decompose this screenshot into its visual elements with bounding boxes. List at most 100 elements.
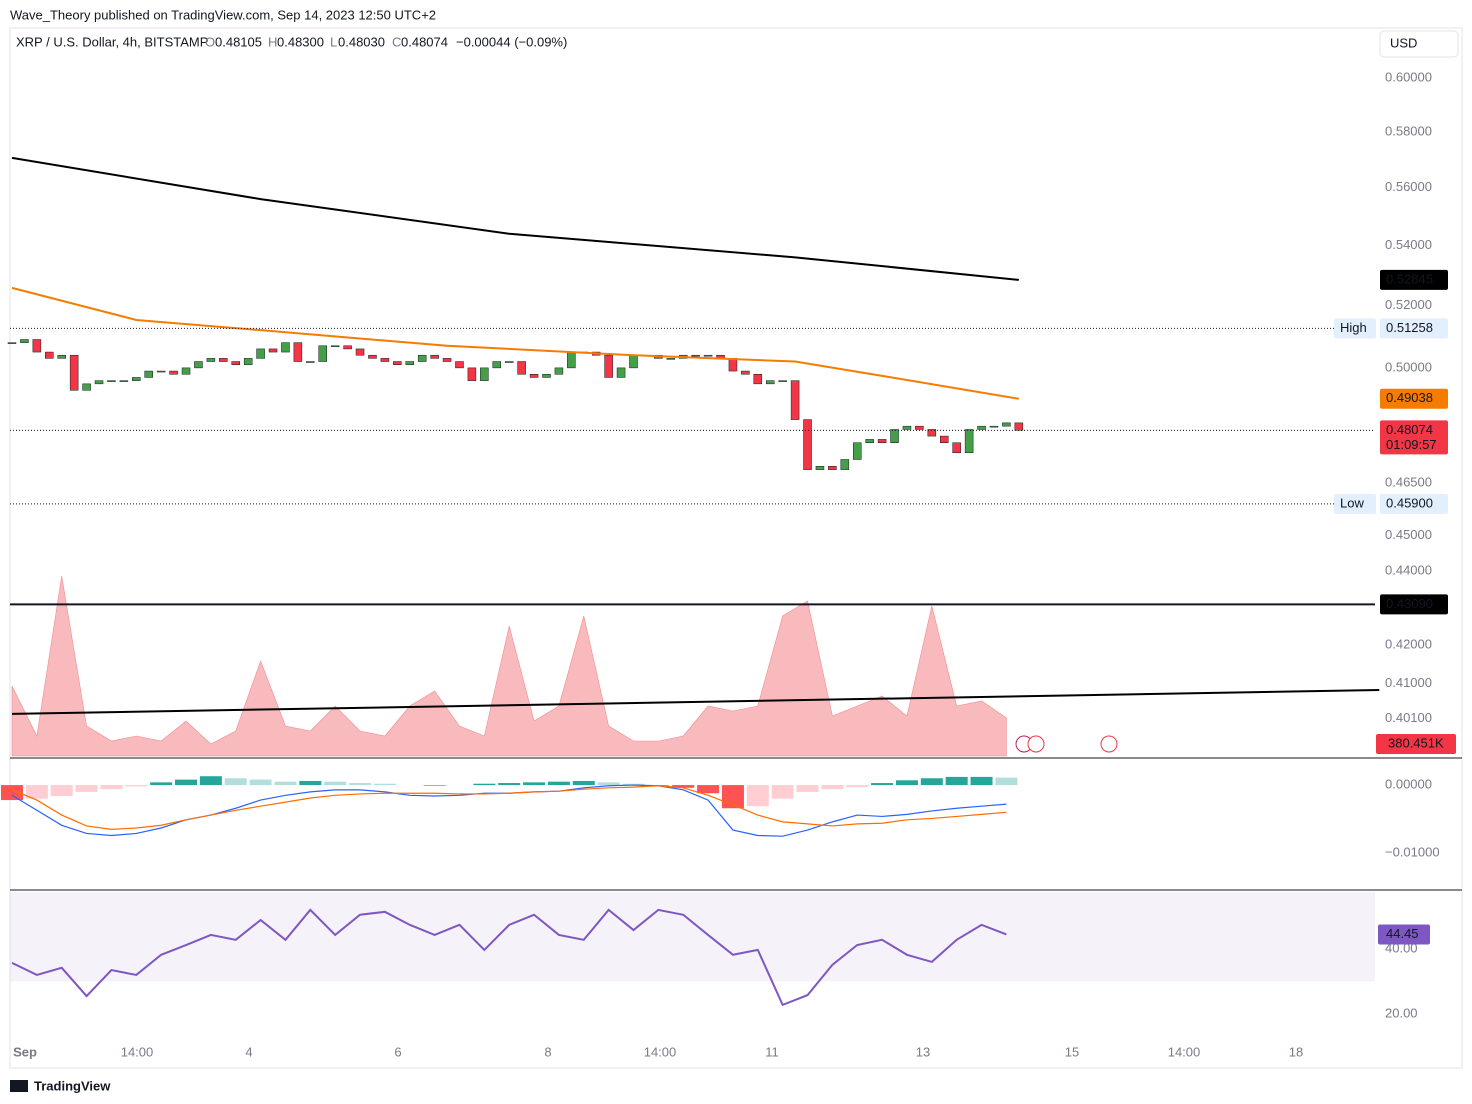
candle bbox=[119, 380, 129, 382]
macd-histogram bbox=[125, 785, 148, 787]
candle bbox=[728, 358, 738, 372]
macd-histogram bbox=[100, 785, 123, 790]
candle bbox=[380, 358, 390, 362]
price-timer: 01:09:57 bbox=[1386, 437, 1437, 452]
macd-histogram bbox=[821, 785, 844, 790]
rsi-badge-label: 44.45 bbox=[1386, 926, 1419, 941]
price-badge bbox=[1380, 594, 1448, 615]
candle bbox=[616, 367, 626, 378]
candle bbox=[393, 361, 402, 365]
macd-histogram bbox=[423, 785, 446, 786]
macd-histogram bbox=[796, 785, 819, 792]
macd-histogram bbox=[498, 783, 521, 786]
x-tick-label: 8 bbox=[544, 1044, 551, 1059]
x-tick-label: 13 bbox=[916, 1044, 930, 1059]
price-badge-label: 0.52845 bbox=[1386, 271, 1433, 286]
candle bbox=[82, 383, 91, 391]
candle bbox=[1002, 422, 1011, 427]
macd-histogram bbox=[697, 785, 720, 794]
candle bbox=[691, 354, 700, 357]
macd-histogram bbox=[995, 777, 1018, 786]
macd-histogram bbox=[970, 776, 993, 786]
candle bbox=[952, 442, 961, 454]
macd-histogram bbox=[597, 782, 620, 786]
open: 0.48105 bbox=[215, 34, 262, 49]
price-badge bbox=[1380, 318, 1448, 339]
candle bbox=[604, 354, 613, 378]
candle bbox=[877, 439, 887, 443]
candle bbox=[803, 419, 812, 470]
macd-histogram bbox=[199, 776, 222, 786]
currency-button[interactable] bbox=[1379, 30, 1459, 58]
y-tick-label: 0.50000 bbox=[1385, 359, 1432, 374]
candle bbox=[94, 380, 104, 385]
candle bbox=[206, 358, 216, 362]
macd-histogram bbox=[249, 779, 272, 786]
price-badge bbox=[1380, 493, 1448, 514]
x-tick-label: Sep bbox=[13, 1044, 37, 1059]
candle bbox=[368, 354, 377, 359]
macd-histogram bbox=[572, 780, 595, 786]
candle bbox=[194, 361, 203, 369]
candle bbox=[753, 374, 763, 385]
candle bbox=[343, 345, 352, 350]
candle bbox=[840, 459, 850, 470]
y-tick-label: 0.41000 bbox=[1385, 675, 1432, 690]
x-tick-label: 14:00 bbox=[121, 1044, 154, 1059]
y-tick-label: 0.44000 bbox=[1385, 563, 1432, 578]
candle bbox=[989, 425, 999, 428]
candle bbox=[529, 374, 539, 378]
indicator-line bbox=[11, 156, 1019, 281]
event-icon[interactable] bbox=[1027, 735, 1045, 753]
macd-histogram bbox=[299, 780, 322, 786]
candle bbox=[281, 342, 290, 353]
candle bbox=[32, 339, 42, 353]
candle bbox=[977, 425, 986, 430]
candle bbox=[554, 367, 564, 375]
x-tick-label: 4 bbox=[245, 1044, 252, 1059]
candle bbox=[865, 439, 874, 443]
candle bbox=[7, 342, 17, 344]
y-tick-label: 0.40100 bbox=[1385, 710, 1432, 725]
footer: TradingView bbox=[34, 1078, 111, 1093]
candle bbox=[542, 374, 551, 378]
candle bbox=[293, 342, 303, 362]
x-tick-label: 18 bbox=[1289, 1044, 1303, 1059]
candle bbox=[915, 425, 924, 430]
rsi-line bbox=[11, 908, 1007, 1007]
candle bbox=[852, 442, 862, 460]
candle bbox=[492, 361, 502, 369]
x-tick-label: 11 bbox=[765, 1044, 779, 1059]
y-tick-label: 0.60000 bbox=[1385, 69, 1432, 84]
candle bbox=[219, 358, 228, 362]
macd-histogram bbox=[895, 780, 918, 786]
logo bbox=[10, 1080, 28, 1092]
candle bbox=[480, 367, 489, 381]
candle bbox=[107, 380, 116, 382]
level-name: Low bbox=[1340, 495, 1364, 510]
candle bbox=[765, 380, 775, 385]
event-icon[interactable] bbox=[1100, 735, 1118, 753]
candle bbox=[815, 465, 825, 470]
macd-histogram bbox=[473, 783, 496, 786]
macd-histogram bbox=[846, 785, 869, 788]
macd-histogram bbox=[324, 781, 347, 786]
macd-histogram bbox=[746, 785, 769, 807]
y-tick-label: 0.56000 bbox=[1385, 179, 1432, 194]
macd-histogram bbox=[547, 781, 570, 786]
currency[interactable]: USD bbox=[1390, 35, 1417, 50]
o-label: O bbox=[205, 34, 215, 49]
candle bbox=[430, 354, 439, 359]
macd-histogram bbox=[871, 783, 894, 786]
x-tick-label: 14:00 bbox=[644, 1044, 677, 1059]
price-badge bbox=[1380, 269, 1448, 290]
candle bbox=[778, 380, 787, 382]
macd-histogram bbox=[224, 778, 247, 786]
price-badge-label: 0.43090 bbox=[1386, 596, 1433, 611]
candle bbox=[45, 351, 54, 359]
candle bbox=[517, 361, 526, 375]
candle bbox=[455, 361, 464, 369]
candle bbox=[69, 354, 79, 391]
